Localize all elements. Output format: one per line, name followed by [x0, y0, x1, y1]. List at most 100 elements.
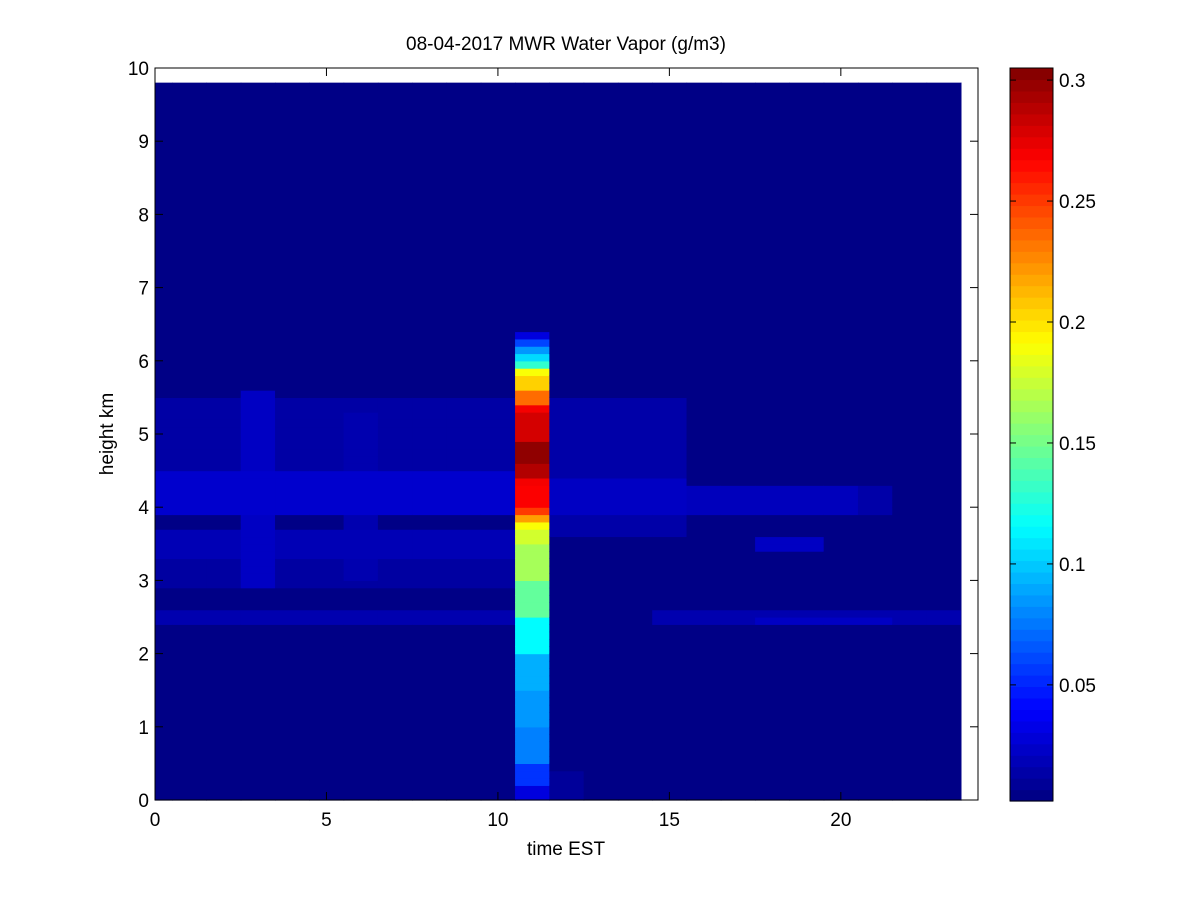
heatmap-cell: [686, 338, 722, 347]
heatmap-cell: [155, 294, 173, 303]
heatmap-cell: [960, 104, 962, 113]
heatmap-cell: [412, 331, 448, 340]
heatmap-cell: [275, 675, 310, 684]
heatmap-cell: [926, 785, 962, 794]
heatmap-cell: [343, 148, 379, 157]
heatmap-cell: [515, 155, 550, 164]
heatmap-cell: [172, 89, 208, 98]
heatmap-cell: [720, 302, 756, 311]
heatmap-cell: [857, 741, 893, 750]
heatmap-cell: [926, 207, 962, 215]
heatmap-cell: [789, 660, 825, 669]
heatmap-cell: [515, 748, 550, 757]
heatmap-cell: [583, 404, 619, 413]
heatmap-cell: [240, 770, 276, 779]
heatmap-cell: [206, 324, 242, 333]
heatmap-cell: [240, 697, 276, 706]
heatmap-cell: [377, 258, 413, 267]
heatmap-cell: [617, 704, 653, 713]
heatmap-cell: [155, 375, 173, 384]
heatmap-cell: [686, 682, 722, 691]
heatmap-cell: [515, 375, 550, 384]
heatmap-cell: [686, 368, 722, 377]
heatmap-cell: [155, 463, 173, 472]
heatmap-cell: [240, 404, 276, 413]
heatmap-cell: [446, 448, 482, 457]
heatmap-cell: [789, 258, 825, 267]
heatmap-cell: [515, 185, 550, 194]
heatmap-cell: [960, 536, 962, 545]
colorbar-segment: [1010, 136, 1053, 149]
heatmap-cell: [823, 536, 859, 545]
heatmap-cell: [755, 404, 790, 413]
heatmap-cell: [583, 704, 619, 713]
heatmap-cell: [155, 734, 173, 743]
heatmap-cell: [926, 492, 962, 501]
heatmap-cell: [755, 712, 790, 721]
heatmap-cell: [720, 309, 756, 318]
heatmap-cell: [892, 529, 928, 538]
heatmap-cell: [755, 89, 790, 98]
heatmap-cell: [857, 448, 893, 457]
colorbar-segment: [1010, 68, 1053, 81]
heatmap-cell: [309, 660, 345, 669]
heatmap-cell: [823, 587, 859, 596]
heatmap-cell: [652, 726, 688, 735]
heatmap-cell: [343, 617, 379, 625]
heatmap-cell: [583, 712, 619, 721]
heatmap-cell: [926, 199, 962, 208]
heatmap-cell: [240, 463, 276, 472]
heatmap-cell: [926, 763, 962, 772]
heatmap-cell: [206, 712, 242, 721]
heatmap-cell: [823, 192, 859, 201]
heatmap-cell: [617, 185, 653, 194]
heatmap-cell: [823, 653, 859, 662]
heatmap-cell: [755, 316, 790, 325]
heatmap-cell: [343, 236, 379, 245]
heatmap-cell: [583, 155, 619, 164]
heatmap-cell: [480, 551, 516, 560]
heatmap-cell: [343, 778, 379, 786]
heatmap-cell: [583, 412, 619, 420]
heatmap-cell: [377, 660, 413, 669]
heatmap-cell: [926, 360, 962, 369]
heatmap-cell: [206, 155, 242, 164]
heatmap-cell: [720, 199, 756, 208]
heatmap-cell: [515, 287, 550, 296]
heatmap-cell: [652, 455, 688, 464]
heatmap-cell: [823, 521, 859, 530]
heatmap-cell: [892, 514, 928, 523]
heatmap-cell: [823, 104, 859, 113]
heatmap-cell: [172, 492, 208, 501]
heatmap-cell: [652, 675, 688, 684]
heatmap-cell: [155, 682, 173, 691]
heatmap-cell: [686, 536, 722, 545]
heatmap-cell: [857, 778, 893, 786]
heatmap-cell: [412, 785, 448, 794]
heatmap-cell: [377, 778, 413, 786]
heatmap-cell: [155, 543, 173, 552]
heatmap-cell: [155, 185, 173, 194]
heatmap-cell: [240, 580, 276, 589]
heatmap-cell: [275, 690, 310, 699]
heatmap-cell: [652, 199, 688, 208]
heatmap-cell: [789, 521, 825, 530]
heatmap-cell: [377, 536, 413, 545]
heatmap-cell: [240, 477, 276, 486]
heatmap-cell: [892, 133, 928, 142]
heatmap-cell: [960, 163, 962, 172]
heatmap-cell: [275, 331, 310, 340]
heatmap-cell: [960, 316, 962, 325]
heatmap-cell: [789, 302, 825, 311]
heatmap-cell: [686, 280, 722, 289]
heatmap-cell: [343, 155, 379, 164]
heatmap-cell: [309, 609, 345, 618]
heatmap-cell: [155, 573, 173, 581]
heatmap-cell: [515, 492, 550, 501]
heatmap-cell: [926, 375, 962, 384]
heatmap-cell: [309, 441, 345, 450]
heatmap-cell: [755, 521, 790, 530]
heatmap-cell: [206, 309, 242, 318]
heatmap-cell: [412, 419, 448, 428]
heatmap-cell: [343, 514, 379, 523]
